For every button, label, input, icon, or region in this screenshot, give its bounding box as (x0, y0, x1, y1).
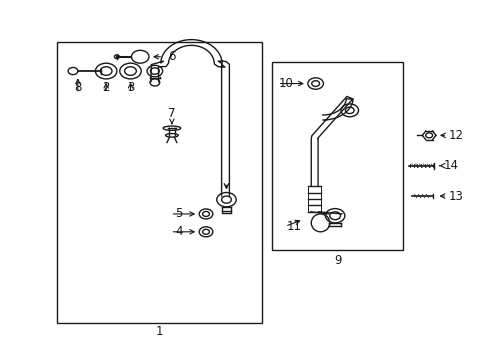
Text: 13: 13 (448, 190, 464, 203)
Bar (272, 62, 403, 249)
Text: 7: 7 (168, 107, 176, 120)
Text: 14: 14 (443, 159, 459, 172)
Text: 1: 1 (156, 325, 164, 338)
Text: 10: 10 (279, 77, 294, 90)
Text: 5: 5 (175, 207, 183, 220)
Text: 9: 9 (334, 254, 342, 267)
Text: 12: 12 (448, 129, 464, 142)
Bar (57, 42, 262, 323)
Text: 6: 6 (168, 50, 176, 63)
Text: 3: 3 (127, 81, 134, 94)
Text: 2: 2 (102, 81, 110, 94)
Text: 11: 11 (286, 220, 301, 233)
Text: 4: 4 (175, 225, 183, 238)
Text: 8: 8 (74, 81, 81, 94)
